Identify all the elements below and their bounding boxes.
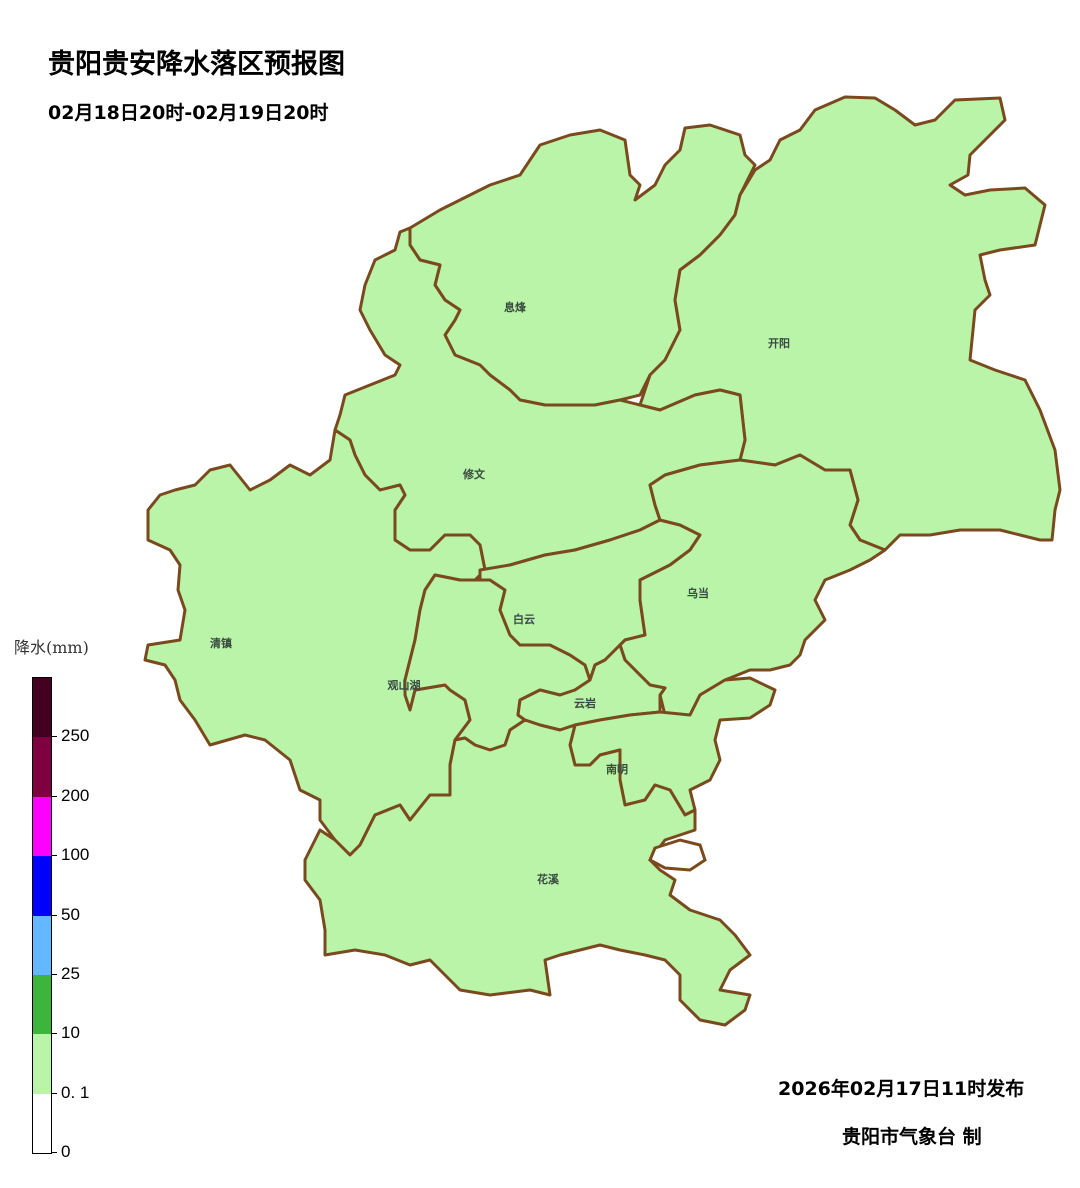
color-bar-segment-200-250	[33, 737, 51, 797]
legend-tick-mark	[51, 736, 57, 737]
color-bar	[32, 677, 52, 1154]
color-bar-segment-10-25	[33, 974, 51, 1035]
label-xifeng: 息烽	[504, 300, 527, 314]
label-nanming: 南明	[606, 762, 628, 776]
legend-tick-label: 250	[61, 726, 90, 745]
legend-tick-mark	[51, 915, 57, 916]
forecast-period: 02月18日20时-02月19日20时	[48, 102, 329, 124]
district-huaxi[interactable]	[303, 718, 752, 1027]
district-wudang[interactable]	[618, 453, 887, 717]
legend-tick-mark	[51, 1033, 57, 1034]
legend-tick-mark	[51, 1093, 57, 1094]
color-bar-segment-50-100	[33, 856, 51, 916]
legend-tick-label: 100	[61, 845, 90, 864]
legend-title: 降水(mm)	[14, 638, 89, 657]
legend-tick-label: 10	[61, 1023, 80, 1042]
label-wudang: 乌当	[687, 586, 709, 600]
map-hole	[648, 838, 707, 872]
label-guanshanhu: 观山湖	[388, 678, 421, 692]
label-kaiyang: 开阳	[768, 336, 790, 350]
color-bar-segment-100-200	[33, 796, 51, 857]
legend-tick-mark	[51, 974, 57, 975]
legend-tick-label: 50	[61, 905, 80, 924]
color-bar-segment-0-0.1	[33, 1093, 51, 1153]
legend-tick-mark	[51, 855, 57, 856]
color-bar-segment-0.1-10	[33, 1034, 51, 1094]
color-bar-segment-250plus	[33, 678, 51, 738]
legend-tick-label: 0. 1	[61, 1083, 90, 1102]
legend-tick-mark	[51, 796, 57, 797]
legend-tick-label: 25	[61, 964, 80, 983]
label-baiyun: 白云	[513, 612, 535, 626]
map-title: 贵阳贵安降水落区预报图	[48, 49, 345, 80]
label-yunyan: 云岩	[574, 696, 596, 710]
label-huaxi: 花溪	[537, 872, 560, 886]
legend-tick-label: 200	[61, 786, 90, 805]
label-qingzhen: 清镇	[210, 636, 232, 650]
legend-tick-mark	[51, 1152, 57, 1153]
color-bar-segment-25-50	[33, 915, 51, 975]
legend-tick-label: 0	[61, 1142, 71, 1161]
issuing-organization: 贵阳市气象台 制	[842, 1126, 982, 1148]
label-xiuwen: 修文	[462, 467, 486, 481]
issue-time: 2026年02月17日11时发布	[778, 1078, 1025, 1100]
